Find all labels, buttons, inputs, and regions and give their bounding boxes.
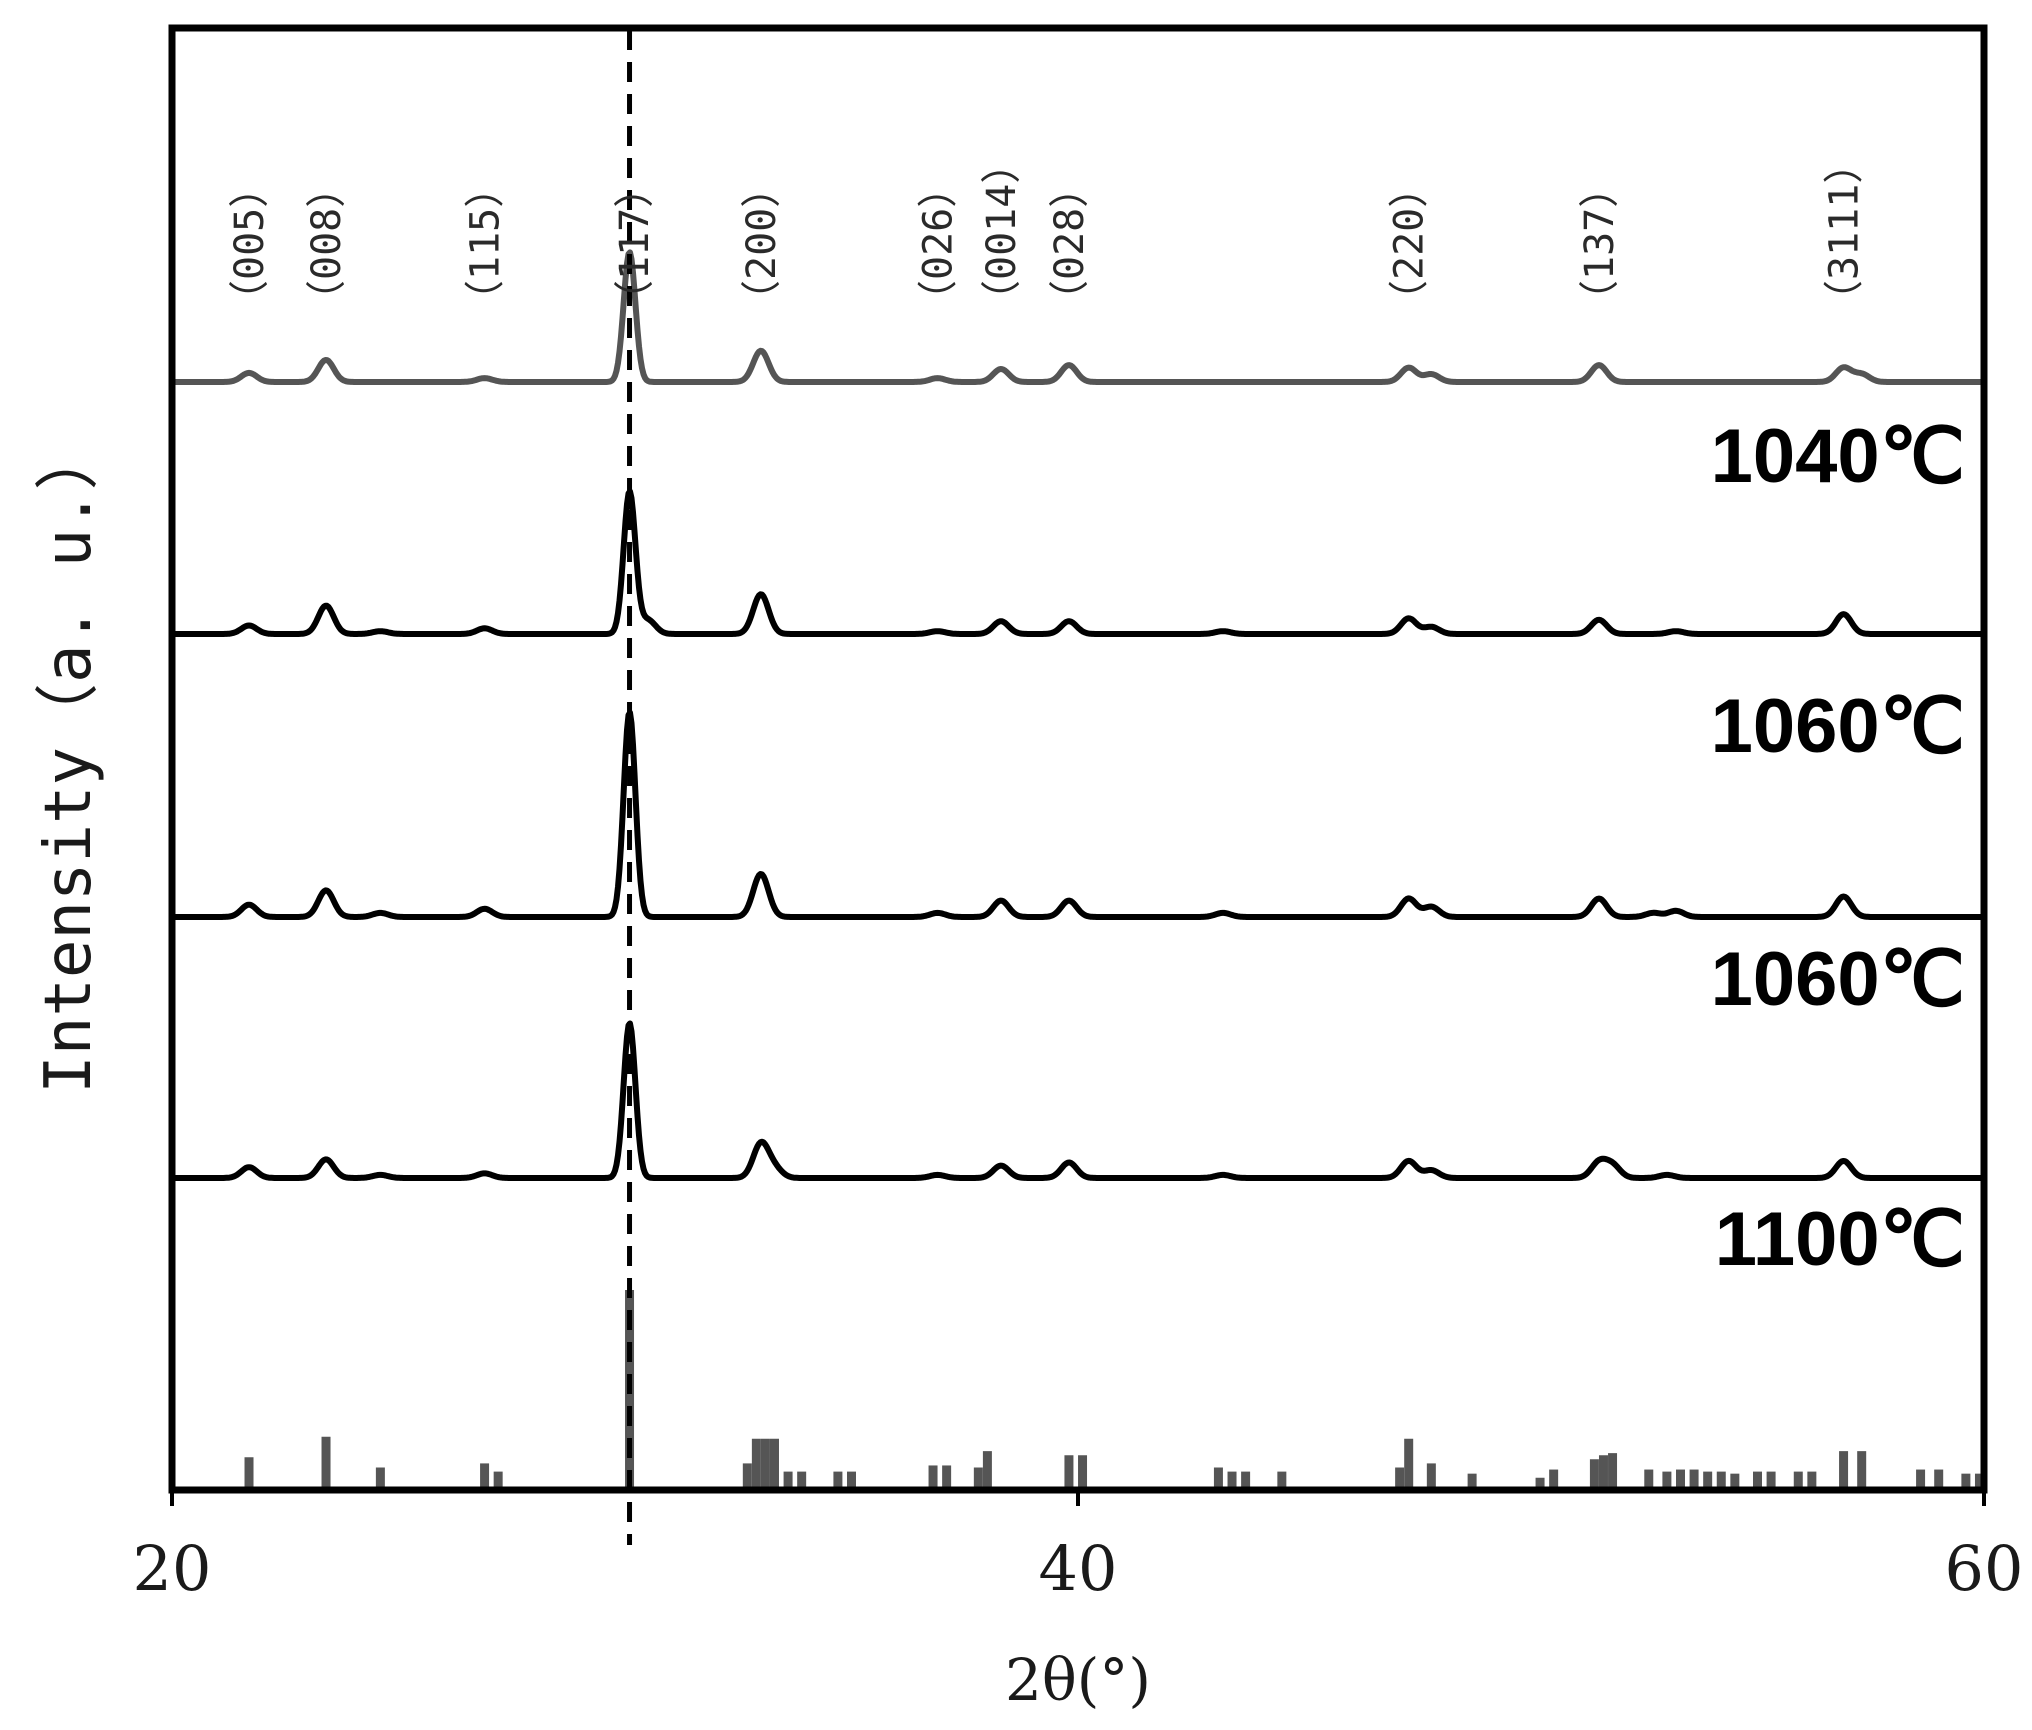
series-label-2: 1060℃ (1711, 684, 1965, 769)
hkl-label: （026） (916, 168, 962, 320)
hkl-label: （115） (463, 168, 509, 320)
hkl-label: （3111） (1822, 144, 1868, 320)
series-label-3: 1060℃ (1711, 937, 1965, 1022)
hkl-label: （137） (1577, 168, 1623, 320)
plot-marks (172, 249, 1984, 1488)
hkl-label: （005） (227, 168, 273, 320)
series-line-2 (172, 488, 1983, 637)
x-tick-label: 20 (133, 1532, 212, 1605)
hkl-label: （028） (1047, 168, 1093, 320)
hkl-label: （220） (1387, 168, 1433, 320)
x-axis-label: 2θ(°) (1005, 1646, 1151, 1714)
hkl-label: （117） (612, 168, 658, 320)
series-line-4 (172, 1020, 1983, 1181)
hkl-labels: （005） （008） （115） （117） （200） （026） （0014） （028… (227, 144, 1868, 320)
series-labels: 1040℃ 1060℃ 1060℃ 1100℃ (1711, 414, 1965, 1282)
hkl-label: （008） (304, 168, 350, 320)
x-tick-label: 40 (1039, 1532, 1118, 1605)
x-axis-ticks: 20 40 60 (133, 1490, 2024, 1605)
series-label-1: 1040℃ (1711, 414, 1965, 499)
x-tick-label: 60 (1945, 1532, 2024, 1605)
hkl-label: （200） (739, 168, 785, 320)
series-line-3 (172, 709, 1983, 920)
hkl-label: （0014） (979, 144, 1025, 320)
series-label-4: 1100℃ (1715, 1197, 1965, 1282)
series-line-1 (172, 249, 1983, 385)
y-axis-label: Intensity（a. u.） (32, 426, 106, 1093)
